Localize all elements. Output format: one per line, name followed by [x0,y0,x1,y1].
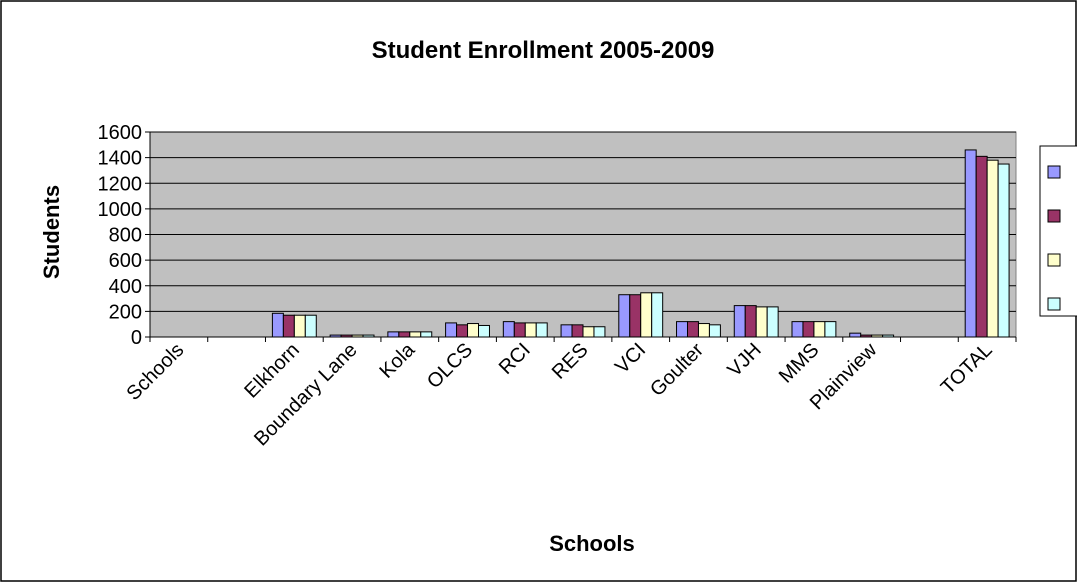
bar [755,306,768,338]
bar [986,159,999,338]
y-tick-label: 200 [109,301,142,323]
y-axis-title: Students [39,185,64,279]
bar [676,321,688,338]
legend-swatch [1047,253,1061,267]
bar [304,314,317,338]
bar [744,305,757,338]
bar [975,155,988,338]
y-tick-label: 400 [109,276,142,298]
bar [849,332,862,338]
y-tick-label: 1400 [98,148,143,170]
y-tick-label: 600 [109,250,142,272]
legend-items [1047,165,1061,311]
y-tick-labels: 0 200 400 600 800 1000 1200 1400 1600 [98,122,150,349]
bar [733,305,746,338]
bar [445,322,458,338]
bar [502,321,515,338]
y-tick-label: 800 [109,225,142,247]
bar [618,294,631,338]
bar [398,331,411,338]
bar [524,322,537,338]
bar [686,321,699,338]
bar [467,323,480,338]
bar [651,292,664,338]
bar [560,324,573,338]
bar [697,323,710,338]
legend-swatch [1047,209,1061,223]
chart-title: Student Enrollment 2005-2009 [372,37,715,64]
bar [640,292,653,338]
bar [629,294,642,338]
x-axis-title: Schools [549,531,635,556]
bar [571,324,584,338]
bar [766,306,779,338]
bar [824,321,837,338]
legend [1039,145,1077,317]
bar [791,321,804,338]
bar [409,331,422,338]
bar [478,324,490,338]
bars [271,149,1010,338]
bar [964,149,977,338]
bar [535,322,548,338]
bar [513,322,526,338]
gridlines [150,131,1016,312]
bar [456,324,469,338]
bar [997,163,1010,338]
bar [271,312,284,338]
bar [387,331,400,338]
bar [593,326,606,338]
y-tick-label: 1200 [98,173,143,195]
legend-swatch [1047,297,1061,311]
bar [282,314,295,338]
y-tick-label: 0 [131,327,142,349]
bar [420,331,433,338]
bar [293,314,306,338]
bar [813,321,826,338]
y-tick-label: 1000 [98,199,143,221]
bar [708,324,721,338]
y-tick-label: 1600 [98,122,143,144]
bar [582,326,595,338]
bar [802,321,815,338]
legend-swatch [1047,165,1061,179]
